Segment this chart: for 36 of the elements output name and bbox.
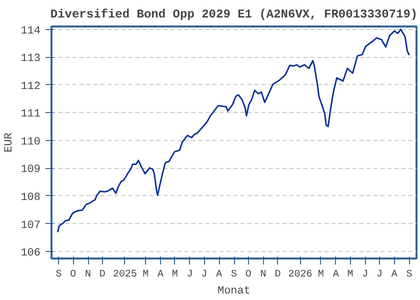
- x-tick-label: M: [172, 270, 178, 280]
- x-tick-label: O: [70, 270, 76, 280]
- x-tick-label: S: [56, 270, 62, 280]
- x-tick-label: D: [274, 270, 281, 280]
- y-tick-label: 109: [20, 164, 41, 176]
- line-series: [56, 28, 410, 233]
- y-tick-label: 108: [20, 192, 41, 204]
- x-tick-label: 2026: [288, 270, 312, 280]
- x-axis-title: Monat: [217, 286, 251, 298]
- x-tick-label: S: [231, 270, 238, 280]
- x-tick-label: M: [142, 270, 149, 280]
- x-tick-label: A: [391, 270, 398, 280]
- x-tick-label: N: [260, 270, 266, 280]
- x-tick-label: J: [186, 270, 193, 280]
- y-tick-label: 113: [20, 53, 41, 66]
- x-tick-label: A: [158, 270, 164, 280]
- x-tick-label: D: [99, 270, 106, 280]
- x-tick-label: J: [362, 270, 368, 280]
- y-tick-label: 114: [20, 25, 41, 38]
- x-tick-label: N: [85, 270, 92, 280]
- chart-title: Diversified Bond Opp 2029 E1 (A2N6VX, FR0013330719): [50, 8, 418, 22]
- x-tick-label: S: [406, 270, 412, 280]
- x-tick-label: A: [216, 270, 222, 280]
- x-tick-label: M: [318, 270, 324, 280]
- x-tick-label: M: [347, 270, 354, 280]
- x-tick-label: A: [332, 270, 339, 280]
- y-tick-label: 110: [20, 136, 41, 148]
- y-tick-label: 111: [20, 108, 41, 121]
- y-axis-title: EUR: [4, 132, 16, 152]
- x-tick-label: J: [201, 270, 208, 280]
- y-tick-label: 112: [20, 80, 41, 93]
- y-tick-label: 107: [20, 220, 41, 232]
- x-tick-label: O: [245, 270, 252, 280]
- x-tick-label: J: [376, 270, 383, 280]
- x-tick-label: 2025: [112, 270, 137, 280]
- y-tick-label: 106: [20, 248, 41, 260]
